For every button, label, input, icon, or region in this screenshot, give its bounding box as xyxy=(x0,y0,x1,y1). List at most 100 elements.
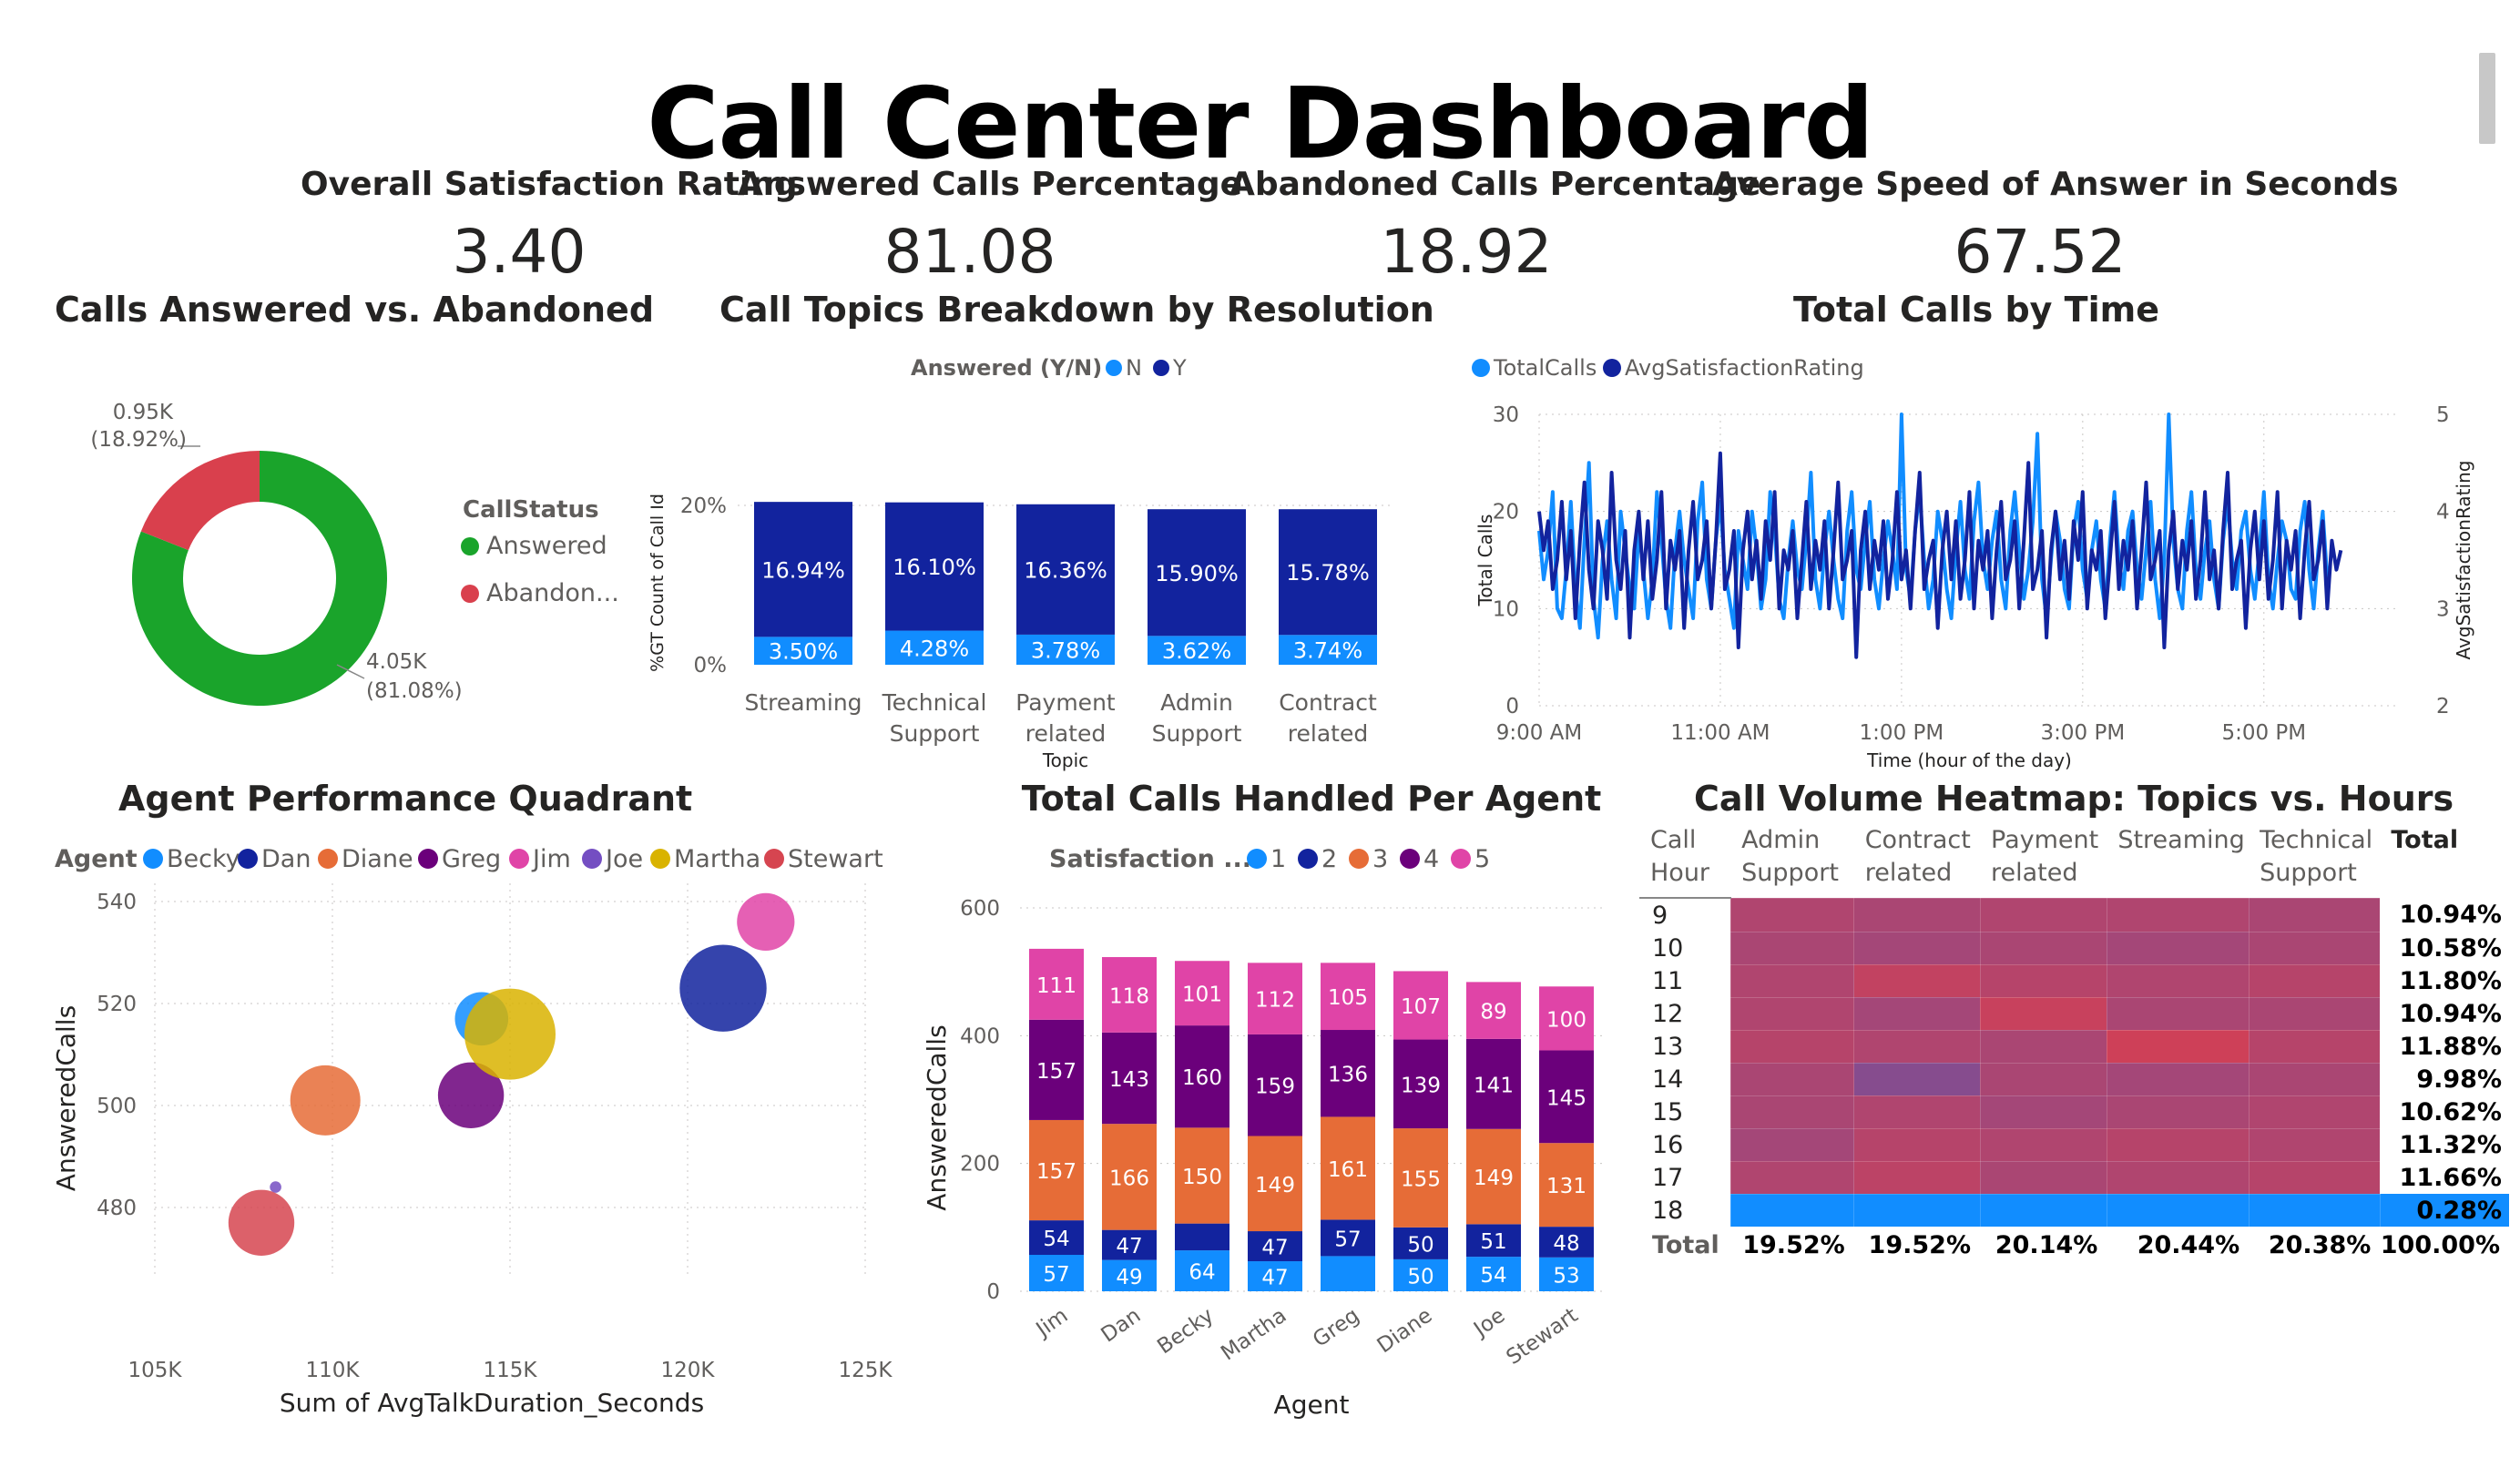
heatmap-matrix[interactable]: Call Hour Admin Support Contract related Payme… xyxy=(1639,824,2509,1264)
agent-bar-sat2 xyxy=(1102,1229,1157,1260)
time-line-chart[interactable]: TotalCalls AvgSatisfactionRating 0 10 20 30 2 3… xyxy=(1457,346,2477,774)
topics-bar-chart[interactable]: Answered (Y/N) N Y 20% 0% %GT Count of Call I… xyxy=(647,346,1448,774)
quadrant-ytick: 540 xyxy=(97,891,137,914)
heatmap-cell[interactable] xyxy=(1729,996,1855,1031)
quadrant-ylabel: AnsweredCalls xyxy=(51,1005,81,1191)
heatmap-cell[interactable] xyxy=(2106,931,2250,965)
heatmap-cell[interactable] xyxy=(2248,963,2381,998)
agent-legend-4: 4 xyxy=(1423,845,1439,873)
agent-bar-label: 107 xyxy=(1401,995,1441,1019)
heatmap-row[interactable]: 16 11.32% xyxy=(1639,1127,2509,1162)
heatmap-cell[interactable] xyxy=(1729,1127,1855,1162)
agent-legend-2: 2 xyxy=(1321,845,1337,873)
heatmap-cell[interactable] xyxy=(2106,897,2250,932)
kpi-satisfaction-label: Overall Satisfaction Rating xyxy=(301,166,798,203)
agent-bar-label: 47 xyxy=(1261,1237,1288,1260)
heatmap-cell[interactable] xyxy=(2106,996,2250,1031)
agent-bar-label: 100 xyxy=(1546,1008,1586,1032)
heatmap-cell[interactable] xyxy=(1853,1193,1981,1228)
kpi-speed-value: 67.52 xyxy=(1954,217,2127,287)
heatmap-column-total: 100.00% xyxy=(2380,1230,2500,1259)
heatmap-header: Total xyxy=(2391,826,2459,854)
heatmap-cell[interactable] xyxy=(1729,1029,1855,1064)
bubble-greg xyxy=(437,1062,505,1128)
heatmap-cell[interactable] xyxy=(1729,1160,1855,1195)
legend-marker xyxy=(1106,360,1122,376)
heatmap-cell[interactable] xyxy=(2106,963,2250,998)
heatmap-cell[interactable] xyxy=(1729,897,1855,932)
agent-bar-sat4 xyxy=(1102,1032,1157,1125)
heatmap-cell[interactable] xyxy=(2106,1193,2250,1228)
heatmap-cell[interactable] xyxy=(1979,1193,2107,1228)
heatmap-cell[interactable] xyxy=(2248,1029,2381,1064)
agent-bar-label: 141 xyxy=(1474,1074,1514,1097)
heatmap-cell[interactable] xyxy=(1729,963,1855,998)
donut-chart[interactable]: 0.95K (18.92%) 4.05K (81.08%) CallStatus Answ… xyxy=(36,355,674,738)
heatmap-cell[interactable] xyxy=(1853,963,1981,998)
heatmap-row[interactable]: 15 10.62% xyxy=(1639,1095,2509,1129)
heatmap-cell[interactable] xyxy=(2106,1127,2250,1162)
agent-bar-label: 53 xyxy=(1553,1264,1579,1288)
heatmap-cell[interactable] xyxy=(1853,1127,1981,1162)
heatmap-cell[interactable] xyxy=(1979,963,2107,998)
quadrant-xlabel: Sum of AvgTalkDuration_Seconds xyxy=(280,1388,704,1418)
heatmap-cell[interactable] xyxy=(1853,1062,1981,1096)
heatmap-cell[interactable] xyxy=(2106,1160,2250,1195)
heatmap-row[interactable]: 12 10.94% xyxy=(1639,996,2509,1031)
heatmap-cell[interactable] xyxy=(1979,1160,2107,1195)
heatmap-row[interactable]: 11 11.80% xyxy=(1639,963,2509,998)
heatmap-cell[interactable] xyxy=(1979,897,2107,932)
heatmap-cell[interactable] xyxy=(2248,931,2381,965)
heatmap-cell[interactable] xyxy=(2106,1062,2250,1096)
heatmap-cell[interactable] xyxy=(2248,897,2381,932)
time-xtick: 5:00 PM xyxy=(2221,721,2306,745)
heatmap-cell[interactable] xyxy=(1979,931,2107,965)
heatmap-cell[interactable] xyxy=(1853,996,1981,1031)
heatmap-cell[interactable] xyxy=(2248,1095,2381,1129)
heatmap-cell[interactable] xyxy=(1729,1062,1855,1096)
heatmap-cell[interactable] xyxy=(2106,1029,2250,1064)
heatmap-cell[interactable] xyxy=(1853,1029,1981,1064)
agent-bar-sat5 xyxy=(1248,963,1302,1034)
heatmap-cell[interactable] xyxy=(2248,996,2381,1031)
heatmap-cell[interactable] xyxy=(1853,1160,1981,1195)
topic-bar-y xyxy=(754,502,852,637)
heatmap-cell[interactable] xyxy=(1729,931,1855,965)
heatmap-cell[interactable] xyxy=(1853,897,1981,932)
legend-marker xyxy=(582,849,602,869)
heatmap-cell[interactable] xyxy=(1729,1095,1855,1129)
bubble-dan xyxy=(679,944,767,1032)
heatmap-row[interactable]: 17 11.66% xyxy=(1639,1160,2509,1195)
heatmap-cell[interactable] xyxy=(1853,931,1981,965)
heatmap-row[interactable]: 13 11.88% xyxy=(1639,1029,2509,1064)
bubble-stewart xyxy=(228,1189,295,1256)
agent-bar-label: 150 xyxy=(1182,1166,1222,1189)
heatmap-cell[interactable] xyxy=(2248,1127,2381,1162)
heatmap-cell[interactable] xyxy=(2248,1193,2381,1228)
heatmap-row[interactable]: 18 0.28% xyxy=(1639,1193,2509,1228)
heatmap-row-total: 11.32% xyxy=(2399,1130,2502,1159)
heatmap-row[interactable]: 10 10.58% xyxy=(1639,931,2509,965)
heatmap-cell[interactable] xyxy=(1729,1193,1855,1228)
heatmap-cell[interactable] xyxy=(1979,996,2107,1031)
time-xtick: 11:00 AM xyxy=(1670,721,1770,745)
heatmap-cell[interactable] xyxy=(2248,1160,2381,1195)
heatmap-cell[interactable] xyxy=(1853,1095,1981,1129)
heatmap-cell[interactable] xyxy=(1979,1127,2107,1162)
topic-bar-label: 16.36% xyxy=(1024,557,1107,583)
heatmap-cell[interactable] xyxy=(1979,1095,2107,1129)
vertical-scrollbar[interactable] xyxy=(2479,53,2495,144)
heatmap-cell[interactable] xyxy=(1979,1029,2107,1064)
agent-xtick: Joe xyxy=(1468,1304,1509,1343)
heatmap-cell[interactable] xyxy=(1979,1062,2107,1096)
agent-bar-label: 166 xyxy=(1109,1167,1149,1190)
quadrant-scatter-chart[interactable]: Agent Becky Dan Diane Greg Jim Joe Martha Stewar… xyxy=(36,829,929,1421)
agent-bar-label: 57 xyxy=(1334,1228,1361,1251)
heatmap-row[interactable]: 14 9.98% xyxy=(1639,1062,2509,1096)
per-agent-bar-chart[interactable]: Satisfaction ... 1 2 3 4 50200400600AnsweredC… xyxy=(911,829,1621,1430)
heatmap-cell[interactable] xyxy=(2106,1095,2250,1129)
time-y2tick: 5 xyxy=(2436,403,2450,427)
donut-label-abandoned: 0.95K xyxy=(113,401,174,424)
heatmap-cell[interactable] xyxy=(2248,1062,2381,1096)
heatmap-row[interactable]: 9 10.94% xyxy=(1639,897,2509,932)
